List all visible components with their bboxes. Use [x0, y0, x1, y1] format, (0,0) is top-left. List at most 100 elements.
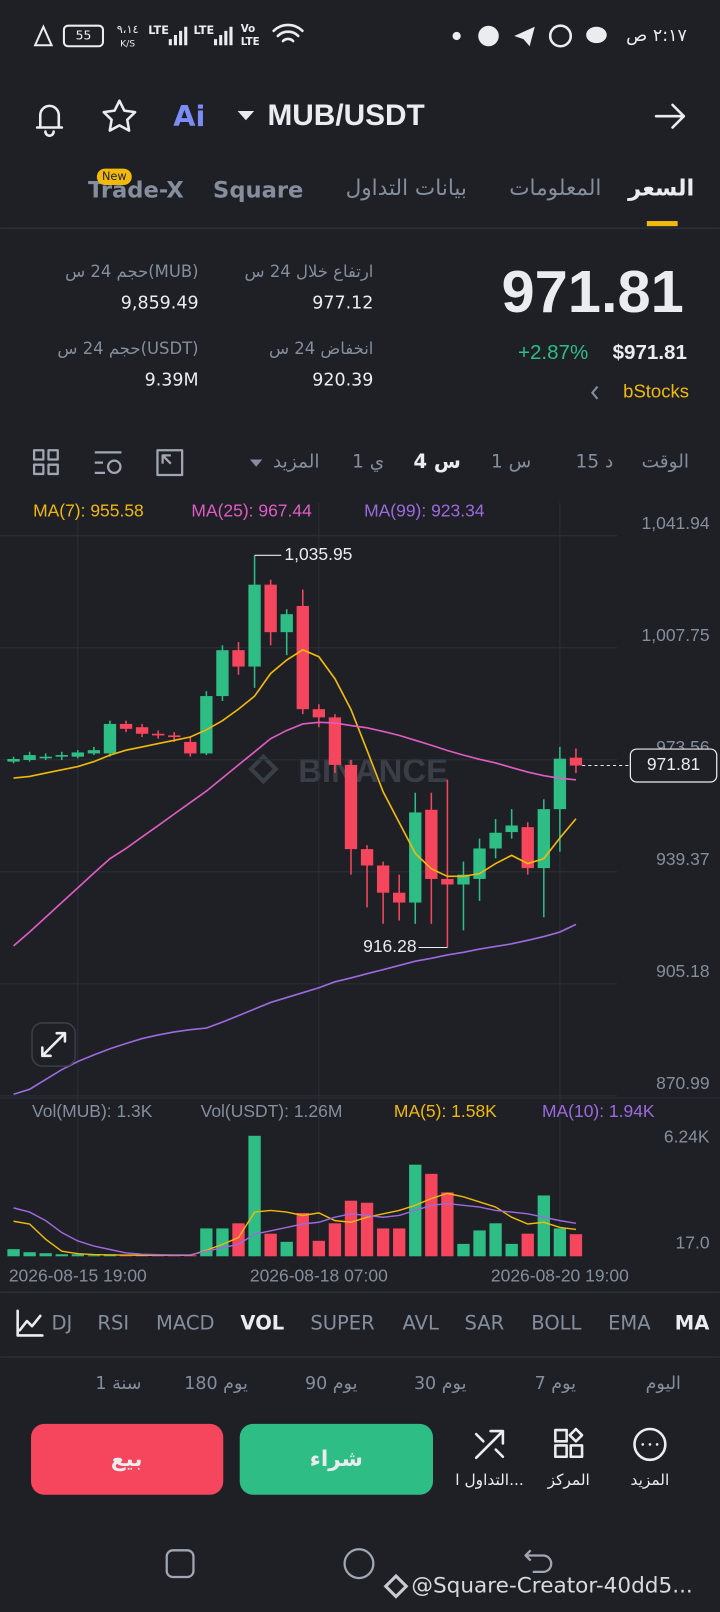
indicator[interactable]: DJ [51, 1312, 72, 1335]
volume-legend: Vol(MUB): 1.3K [32, 1101, 153, 1121]
wifi-icon [272, 23, 304, 43]
candle-body [569, 757, 583, 766]
more-label: المزيد [631, 1471, 670, 1489]
volte-bottom: LTE [241, 36, 260, 48]
low-label: 916.28 [363, 936, 416, 956]
candle-body [135, 727, 149, 734]
clock: ٢:١٧ ص [626, 26, 687, 46]
layout-icon[interactable] [32, 449, 59, 476]
expand-icon [41, 1031, 67, 1058]
volume-bar [71, 1254, 84, 1257]
candle-body [119, 723, 133, 729]
period: 90 يوم [305, 1374, 358, 1394]
indicator[interactable]: RSI [97, 1312, 129, 1335]
volume-bar [505, 1243, 518, 1257]
volume-bar [39, 1253, 52, 1257]
volume-tick-label: 17.0 [676, 1232, 710, 1252]
speed: ٩،١٤ [117, 23, 139, 36]
speed-unit: K/S [120, 39, 135, 50]
battery: 55 [76, 28, 92, 42]
interval[interactable]: 1 ي [352, 452, 384, 473]
high-label: 1,035.95 [284, 544, 352, 564]
candle-body [505, 825, 518, 833]
candle-body [344, 764, 358, 850]
volume-bar [216, 1228, 229, 1257]
period: 7 يوم [535, 1374, 577, 1394]
back-button[interactable] [524, 1549, 553, 1574]
trading-icon[interactable] [474, 1429, 505, 1460]
arrow-icon[interactable] [654, 103, 686, 129]
volume-bar [537, 1195, 550, 1257]
ai-button[interactable]: Ai [173, 99, 205, 133]
buy-button[interactable] [239, 1423, 433, 1495]
volume-bar [393, 1228, 406, 1257]
telegram-icon [514, 26, 535, 47]
dropdown-icon[interactable] [237, 111, 255, 121]
volume-bar [296, 1212, 309, 1257]
indicator[interactable]: BOLL [531, 1312, 581, 1335]
center-label: المركز [547, 1471, 590, 1489]
candle-body [441, 878, 454, 885]
candle-body [168, 735, 181, 738]
volume-ma-line [13, 1192, 577, 1256]
indicator[interactable]: AVL [402, 1312, 438, 1335]
volume-bar [521, 1233, 534, 1257]
stat-value: 977.12 [312, 293, 373, 313]
fullscreen-icon[interactable] [156, 449, 184, 477]
pair[interactable]: MUB/USDT [267, 99, 424, 132]
tab-indicator [646, 221, 678, 227]
star-icon[interactable] [102, 99, 137, 132]
period: 30 يوم [414, 1374, 467, 1394]
buy-label: شراء [310, 1447, 363, 1472]
period: 1 سنة [95, 1374, 141, 1394]
sell-label: بيع [111, 1447, 143, 1472]
indicator[interactable]: VOL [240, 1312, 284, 1335]
indicator-icon[interactable] [16, 1309, 44, 1337]
bell-icon[interactable] [35, 104, 64, 137]
home-button[interactable] [343, 1548, 375, 1580]
indicator[interactable]: SUPER [310, 1312, 374, 1335]
sell-button[interactable] [31, 1423, 224, 1495]
candle-body [55, 755, 68, 757]
interval[interactable]: المزيد [273, 452, 320, 473]
stocks-link[interactable]: bStocks [623, 381, 689, 402]
stat-label: انخفاض 24 س [269, 339, 373, 358]
volume-bar [264, 1233, 277, 1257]
interval[interactable]: 4 س [413, 450, 460, 473]
volume-bar [489, 1223, 502, 1257]
tab[interactable]: السعر [627, 176, 694, 202]
interval-bar: الوقت 15 د 1 س 4 س 1 ي المزيد [32, 449, 689, 477]
indicator[interactable]: EMA [608, 1312, 651, 1335]
volume-ma-line [13, 1202, 577, 1256]
chat-icon [586, 26, 607, 44]
settings-icon[interactable] [94, 451, 122, 475]
sim2: LTE [193, 24, 214, 37]
whatsapp-icon [548, 24, 573, 48]
volume-tick-label: 6.24K [664, 1127, 710, 1147]
tab[interactable]: Square [213, 178, 303, 204]
indicator[interactable]: SAR [465, 1312, 505, 1335]
tab[interactable]: المعلومات [509, 176, 601, 201]
indicator[interactable]: MACD [156, 1312, 215, 1335]
center-icon[interactable] [554, 1427, 584, 1459]
more-icon[interactable] [633, 1427, 667, 1462]
last-price-label: 971.81 [647, 754, 700, 774]
volume-bar [473, 1230, 486, 1257]
volume-bar [376, 1228, 390, 1257]
volume-bar [425, 1173, 438, 1257]
tab[interactable]: بيانات التداول [346, 176, 467, 201]
volume-bar [280, 1241, 293, 1257]
y-tick-label: 939.37 [656, 849, 709, 869]
volume-legend: MA(5): 1.58K [394, 1101, 497, 1121]
candle-body [200, 696, 213, 754]
price-block: 971.81 $971.81 +2.87% bStocks ارتفاع خلا… [57, 258, 689, 402]
recents-button[interactable] [165, 1549, 195, 1579]
candle-body [184, 741, 197, 754]
indicator-bar: DJ RSI MACD VOL SUPER AVL SAR BOLL EMA M… [0, 1291, 720, 1358]
indicator[interactable]: MA [675, 1312, 710, 1335]
interval[interactable]: 1 س [491, 452, 531, 473]
nav-bar: @Square-Creator-40dd5... [165, 1548, 693, 1599]
interval[interactable]: 15 د [576, 452, 614, 473]
